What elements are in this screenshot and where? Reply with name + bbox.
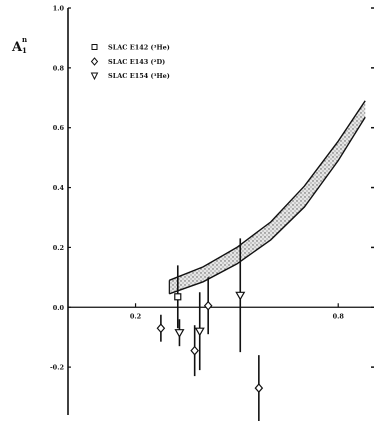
legend-label-e142: SLAC E142 (³He) <box>108 44 170 52</box>
tick-marks: 1.0 0.8 0.6 0.4 0.2 0.0 -0.2 0.2 0.8 <box>50 5 374 372</box>
point-e154 <box>174 329 185 338</box>
point-e154 <box>235 291 246 301</box>
x-tick-label: 0.8 <box>333 312 345 320</box>
legend-marker-diamond <box>90 57 99 66</box>
y-axis-label-subscript: 1 <box>22 46 27 55</box>
y-tick-label: 0.6 <box>53 124 65 132</box>
y-tick-label: 1.0 <box>53 5 65 13</box>
data-points <box>156 291 264 393</box>
legend-label-e143: SLAC E143 (²D) <box>108 58 165 66</box>
point-e154 <box>194 327 205 337</box>
point-e143 <box>203 300 213 311</box>
legend-label-e154: SLAC E154 (³He) <box>108 72 170 80</box>
point-e143 <box>254 383 264 393</box>
axes <box>67 8 372 415</box>
x-tick-label: 0.2 <box>130 312 141 320</box>
band-upper-edge <box>169 100 366 281</box>
y-tick-label: 0.8 <box>53 64 65 72</box>
legend-marker-triangle <box>90 72 99 81</box>
y-tick-label: 0.4 <box>53 184 65 192</box>
y-tick-label: -0.2 <box>50 364 64 372</box>
legend: SLAC E142 (³He) SLAC E143 (²D) SLAC E154… <box>90 44 170 81</box>
point-e143 <box>190 345 199 356</box>
y-axis-label-superscript: n <box>22 35 27 44</box>
y-axis-label: A <box>11 40 23 55</box>
point-e143 <box>156 323 166 334</box>
y-tick-label: 0.0 <box>53 304 65 312</box>
y-tick-label: 0.2 <box>53 244 64 252</box>
band-area <box>169 100 366 294</box>
band-lower-edge <box>169 116 366 295</box>
legend-marker-square <box>91 44 98 50</box>
uncertainty-band <box>168 100 366 295</box>
point-e142 <box>174 293 182 301</box>
